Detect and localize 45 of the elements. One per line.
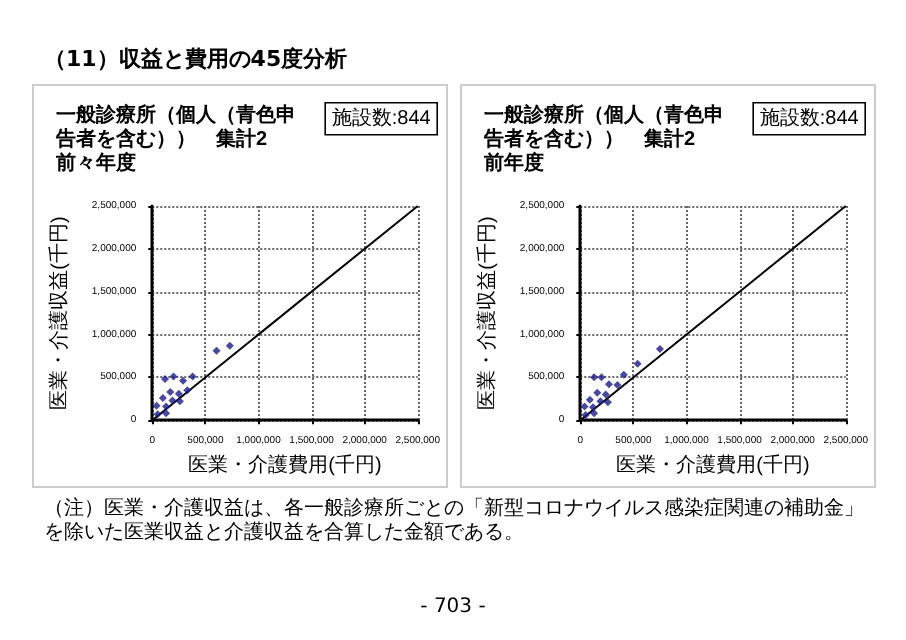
point bbox=[655, 345, 664, 354]
point bbox=[619, 370, 628, 379]
point bbox=[212, 346, 221, 355]
point bbox=[596, 397, 605, 406]
point bbox=[613, 381, 622, 390]
point bbox=[580, 402, 589, 411]
point bbox=[590, 409, 599, 418]
point bbox=[174, 389, 183, 398]
point bbox=[162, 409, 171, 418]
chart-subtitle: 前年度 bbox=[482, 151, 544, 175]
chart-subtitle: 前々年度 bbox=[54, 151, 136, 175]
point bbox=[153, 410, 162, 419]
point bbox=[158, 393, 167, 402]
point bbox=[162, 402, 171, 411]
point bbox=[597, 373, 606, 382]
point bbox=[179, 376, 188, 385]
point bbox=[585, 395, 594, 404]
point bbox=[188, 372, 197, 381]
text: （11）収益と費用の45度分析 bbox=[44, 44, 348, 74]
point bbox=[589, 403, 598, 412]
point bbox=[168, 396, 177, 405]
point bbox=[603, 398, 612, 407]
point bbox=[601, 390, 610, 399]
text: 施設数:844 bbox=[759, 105, 860, 130]
point bbox=[581, 411, 590, 420]
chart-title: 一般診療所（個人（青色申告者を含む）） 集計2 bbox=[482, 103, 724, 151]
text: 施設数:844 bbox=[331, 105, 432, 130]
chart-title: 一般診療所（個人（青色申告者を含む）） 集計2 bbox=[54, 103, 296, 151]
point bbox=[161, 375, 170, 384]
point bbox=[166, 387, 175, 396]
point bbox=[225, 341, 234, 350]
point bbox=[593, 388, 602, 397]
x-axis-title: 医業・介護費用(千円) bbox=[616, 453, 810, 477]
point bbox=[633, 359, 642, 368]
point bbox=[152, 401, 161, 410]
point bbox=[183, 386, 192, 395]
x-axis-title: 医業・介護費用(千円) bbox=[188, 453, 382, 477]
text: - 703 - bbox=[418, 596, 488, 618]
point bbox=[169, 372, 178, 381]
point bbox=[604, 380, 613, 389]
y-axis-title: 医業・介護収益(千円) bbox=[475, 216, 499, 410]
text: （注）医業・介護収益は、各一般診療所ごとの「新型コロナウイルス感染症関連の補助金」を除いた医業収益と介護収益を合算した金額である。 bbox=[44, 498, 866, 546]
point bbox=[175, 397, 184, 406]
y-axis-title: 医業・介護収益(千円) bbox=[47, 216, 71, 410]
point bbox=[590, 373, 599, 382]
